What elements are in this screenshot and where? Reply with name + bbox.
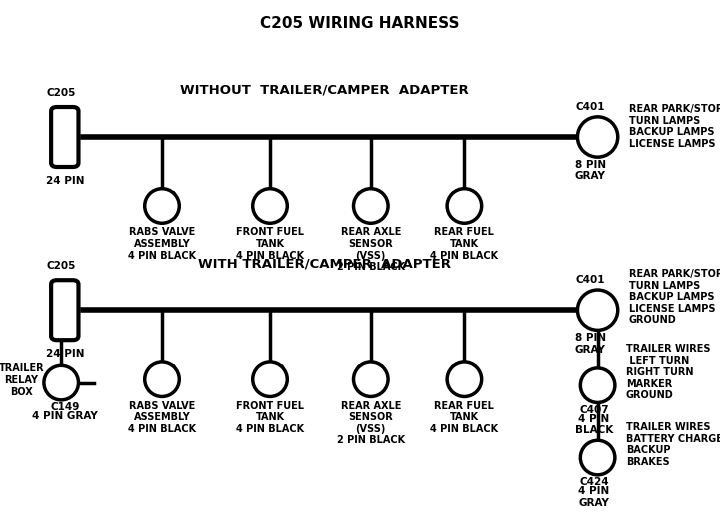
Text: REAR PARK/STOP
TURN LAMPS
BACKUP LAMPS
LICENSE LAMPS: REAR PARK/STOP TURN LAMPS BACKUP LAMPS L… bbox=[629, 104, 720, 149]
Text: 4 PIN
GRAY: 4 PIN GRAY bbox=[578, 486, 610, 508]
Text: RABS VALVE
ASSEMBLY
4 PIN BLACK: RABS VALVE ASSEMBLY 4 PIN BLACK bbox=[128, 401, 196, 434]
Text: TRAILER WIRES
BATTERY CHARGE
BACKUP
BRAKES: TRAILER WIRES BATTERY CHARGE BACKUP BRAK… bbox=[626, 422, 720, 467]
Ellipse shape bbox=[354, 189, 388, 223]
Ellipse shape bbox=[447, 362, 482, 397]
Text: C158: C158 bbox=[148, 191, 176, 201]
Text: REAR AXLE
SENSOR
(VSS)
2 PIN BLACK: REAR AXLE SENSOR (VSS) 2 PIN BLACK bbox=[337, 227, 405, 272]
Text: C149: C149 bbox=[50, 402, 79, 413]
Ellipse shape bbox=[577, 117, 618, 157]
Text: REAR PARK/STOP
TURN LAMPS
BACKUP LAMPS
LICENSE LAMPS
GROUND: REAR PARK/STOP TURN LAMPS BACKUP LAMPS L… bbox=[629, 269, 720, 326]
Ellipse shape bbox=[145, 189, 179, 223]
Text: C205: C205 bbox=[47, 262, 76, 271]
Text: WITHOUT  TRAILER/CAMPER  ADAPTER: WITHOUT TRAILER/CAMPER ADAPTER bbox=[179, 84, 469, 97]
Ellipse shape bbox=[354, 362, 388, 397]
Ellipse shape bbox=[577, 290, 618, 330]
Text: C440: C440 bbox=[255, 364, 285, 374]
Text: 4 PIN GRAY: 4 PIN GRAY bbox=[32, 411, 98, 421]
Text: 24 PIN: 24 PIN bbox=[45, 176, 84, 186]
Text: 8 PIN
GRAY: 8 PIN GRAY bbox=[575, 160, 606, 181]
Text: TRAILER
RELAY
BOX: TRAILER RELAY BOX bbox=[0, 363, 45, 397]
Ellipse shape bbox=[580, 368, 615, 402]
Text: C158: C158 bbox=[148, 364, 176, 374]
Ellipse shape bbox=[145, 362, 179, 397]
Text: C404: C404 bbox=[356, 364, 386, 374]
Text: C440: C440 bbox=[255, 191, 285, 201]
Text: FRONT FUEL
TANK
4 PIN BLACK: FRONT FUEL TANK 4 PIN BLACK bbox=[236, 401, 304, 434]
Text: 4 PIN
BLACK: 4 PIN BLACK bbox=[575, 414, 613, 435]
FancyBboxPatch shape bbox=[51, 280, 78, 340]
Text: C205: C205 bbox=[47, 88, 76, 98]
Ellipse shape bbox=[253, 362, 287, 397]
Text: REAR FUEL
TANK
4 PIN BLACK: REAR FUEL TANK 4 PIN BLACK bbox=[431, 401, 498, 434]
Ellipse shape bbox=[44, 366, 78, 400]
Text: C441: C441 bbox=[449, 191, 480, 201]
Text: C401: C401 bbox=[576, 275, 605, 285]
Text: C205 WIRING HARNESS: C205 WIRING HARNESS bbox=[260, 16, 460, 31]
Ellipse shape bbox=[447, 189, 482, 223]
Text: C401: C401 bbox=[576, 102, 605, 112]
Text: TRAILER WIRES
 LEFT TURN
RIGHT TURN
MARKER
GROUND: TRAILER WIRES LEFT TURN RIGHT TURN MARKE… bbox=[626, 344, 710, 401]
Text: 8 PIN
GRAY: 8 PIN GRAY bbox=[575, 333, 606, 355]
Ellipse shape bbox=[253, 189, 287, 223]
Text: REAR FUEL
TANK
4 PIN BLACK: REAR FUEL TANK 4 PIN BLACK bbox=[431, 227, 498, 261]
Text: C407: C407 bbox=[579, 405, 609, 415]
FancyBboxPatch shape bbox=[51, 107, 78, 167]
Text: FRONT FUEL
TANK
4 PIN BLACK: FRONT FUEL TANK 4 PIN BLACK bbox=[236, 227, 304, 261]
Text: RABS VALVE
ASSEMBLY
4 PIN BLACK: RABS VALVE ASSEMBLY 4 PIN BLACK bbox=[128, 227, 196, 261]
Ellipse shape bbox=[580, 440, 615, 475]
Text: C441: C441 bbox=[449, 364, 480, 374]
Text: C424: C424 bbox=[579, 477, 609, 488]
Text: REAR AXLE
SENSOR
(VSS)
2 PIN BLACK: REAR AXLE SENSOR (VSS) 2 PIN BLACK bbox=[337, 401, 405, 446]
Text: C404: C404 bbox=[356, 191, 386, 201]
Text: 24 PIN: 24 PIN bbox=[45, 349, 84, 359]
Text: WITH TRAILER/CAMPER  ADAPTER: WITH TRAILER/CAMPER ADAPTER bbox=[197, 257, 451, 270]
